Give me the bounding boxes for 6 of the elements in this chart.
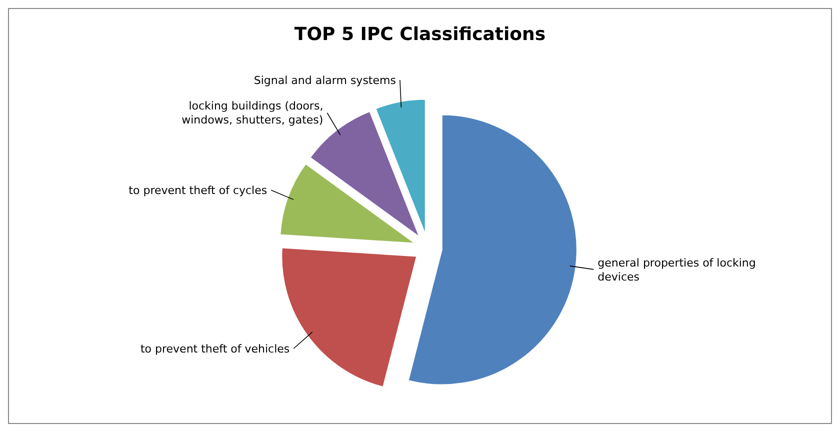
slice-label: to prevent theft of vehicles [140, 342, 290, 356]
slice-label: to prevent theft of cycles [128, 184, 268, 197]
chart-title: TOP 5 IPC Classifications [294, 24, 546, 45]
slice-label: locking buildings (doors, windows, shutters, gates) [182, 100, 324, 127]
slice-label: Signal and alarm systems [254, 74, 396, 87]
slice-label: general properties of locking devices [598, 256, 756, 284]
